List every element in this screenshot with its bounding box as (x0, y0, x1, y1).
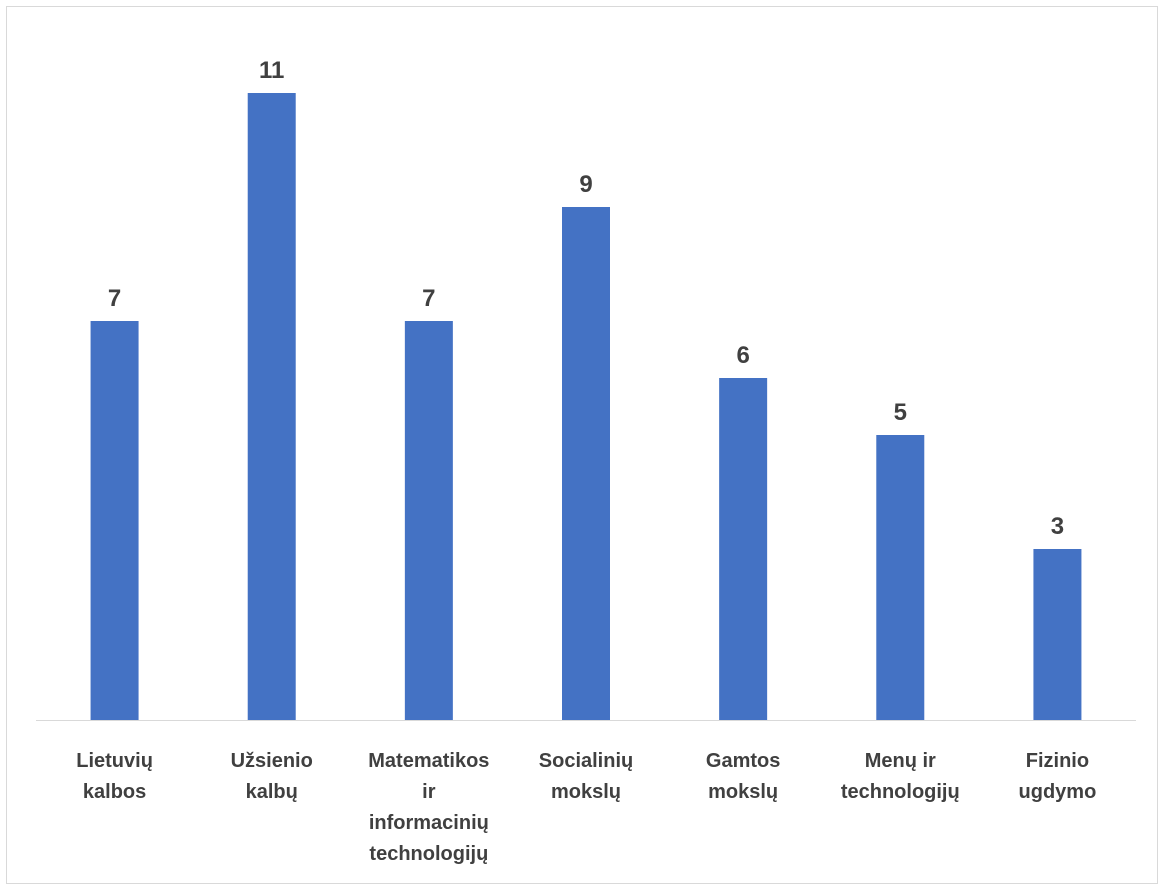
category-label-4: Gamtos mokslų (706, 750, 780, 803)
value-labels-group: 7 11 7 9 6 5 3 (108, 57, 1064, 540)
category-label-2-line-3: technologijų (369, 843, 488, 865)
category-label-2-line-1: ir (422, 781, 436, 803)
category-label-1-line-1: kalbų (246, 781, 298, 803)
bar-1 (247, 93, 296, 720)
category-label-0-line-1: kalbos (83, 781, 146, 803)
category-label-4-line-0: Gamtos (706, 750, 780, 772)
category-label-2-line-0: Matematikos (368, 750, 489, 772)
category-label-1-line-0: Užsienio (231, 750, 313, 772)
data-label-0: 7 (108, 285, 121, 312)
category-label-5-line-1: technologijų (841, 781, 960, 803)
category-label-0-line-0: Lietuvių (76, 750, 153, 772)
data-label-6: 3 (1051, 513, 1064, 540)
category-label-6-line-0: Fizinio (1026, 750, 1089, 772)
bars-group (90, 93, 1082, 720)
bar-4 (719, 378, 768, 720)
category-label-6: Fizinio ugdymo (1019, 750, 1097, 803)
category-label-6-line-1: ugdymo (1019, 781, 1097, 803)
category-label-2: Matematikos ir informacinių technologijų (368, 750, 489, 865)
bar-3 (562, 207, 610, 720)
data-label-5: 5 (894, 399, 907, 426)
data-label-4: 6 (736, 342, 749, 369)
category-label-0: Lietuvių kalbos (76, 750, 153, 803)
category-label-4-line-1: mokslų (708, 781, 778, 803)
category-label-3: Socialinių mokslų (539, 750, 633, 803)
category-label-3-line-0: Socialinių (539, 750, 633, 772)
category-label-1: Užsienio kalbų (231, 750, 313, 803)
bar-6 (1033, 549, 1082, 720)
category-label-5-line-0: Menų ir (865, 750, 936, 772)
data-label-2: 7 (422, 285, 435, 312)
data-label-3: 9 (579, 171, 592, 198)
bar-2 (404, 321, 453, 720)
category-label-3-line-1: mokslų (551, 781, 621, 803)
data-label-1: 11 (259, 57, 284, 84)
category-label-5: Menų ir technologijų (841, 750, 960, 803)
bar-5 (876, 435, 925, 720)
category-label-2-line-2: informacinių (369, 812, 489, 834)
bar-0 (90, 321, 139, 720)
category-labels-group: Lietuvių kalbos Užsienio kalbų Matematikos ir… (76, 750, 1096, 865)
